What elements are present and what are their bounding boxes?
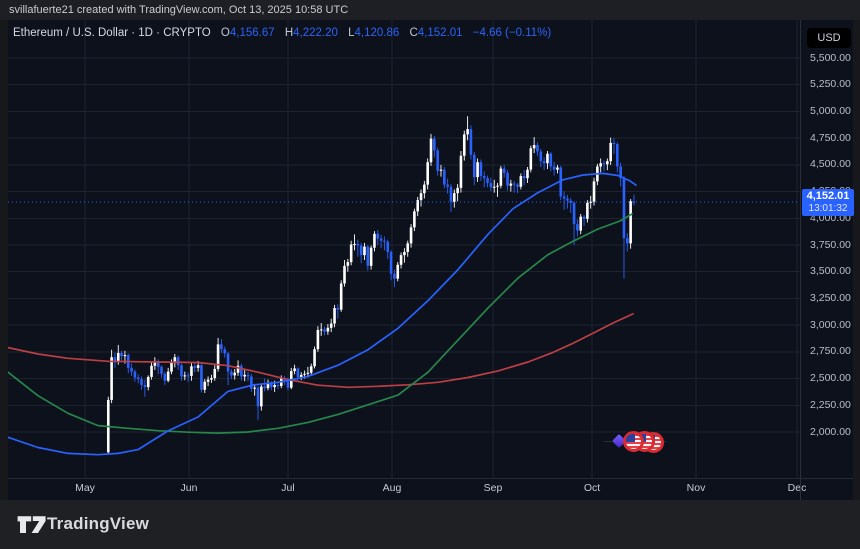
price-tick-label: 2,250.00 bbox=[810, 398, 851, 411]
candlestick-chart[interactable] bbox=[8, 20, 800, 500]
price-tick-label: 3,750.00 bbox=[810, 238, 851, 251]
price-tick-label: 3,250.00 bbox=[810, 291, 851, 304]
time-axis[interactable]: May Jun Jul Aug Sep Oct Nov Dec bbox=[8, 478, 806, 500]
high-value: 4,222.20 bbox=[293, 27, 338, 39]
last-price-value: 4,152.01 bbox=[806, 190, 850, 203]
month-tick-label: Sep bbox=[483, 482, 503, 494]
us-flag-icon bbox=[623, 431, 644, 452]
price-tick-label: 2,750.00 bbox=[810, 345, 851, 358]
chart-widget: Ethereum / U.S. Dollar · 1D · CRYPTO O4,… bbox=[8, 20, 854, 500]
tradingview-logo-icon[interactable] bbox=[16, 513, 48, 537]
symbol-meta: · 1D · CRYPTO bbox=[131, 27, 211, 39]
change-value: −4.66 (−0.11%) bbox=[472, 27, 552, 39]
low-label: L bbox=[348, 27, 355, 39]
month-tick-label: May bbox=[75, 482, 95, 494]
footer-bar: TradingView bbox=[0, 500, 860, 549]
price-tick-label: 4,500.00 bbox=[810, 158, 851, 171]
month-tick-label: Jul bbox=[281, 482, 295, 494]
price-tick-label: 3,500.00 bbox=[810, 265, 851, 278]
month-tick-label: Aug bbox=[382, 482, 402, 494]
price-tick-label: 2,000.00 bbox=[810, 425, 851, 438]
bar-countdown: 13:01:32 bbox=[808, 203, 848, 215]
symbol-legend: Ethereum / U.S. Dollar · 1D · CRYPTO O4,… bbox=[13, 27, 551, 39]
close-value: 4,152.01 bbox=[417, 27, 463, 39]
month-tick-label: Jun bbox=[180, 482, 198, 494]
close-label: C bbox=[409, 27, 418, 39]
month-tick-label: Nov bbox=[686, 482, 706, 494]
attribution-bar: svillafuerte21 created with TradingView.… bbox=[0, 0, 860, 20]
time-axis-corner bbox=[800, 478, 853, 500]
price-tick-label: 5,500.00 bbox=[810, 51, 851, 64]
month-tick-label: Oct bbox=[583, 482, 601, 494]
high-label: H bbox=[284, 27, 294, 39]
us-flag-sticker-cluster[interactable] bbox=[604, 427, 666, 457]
attribution-text: svillafuerte21 created with TradingView.… bbox=[9, 4, 349, 16]
symbol-title[interactable]: Ethereum / U.S. Dollar bbox=[13, 27, 129, 39]
low-value: 4,120.86 bbox=[354, 27, 400, 39]
price-tick-label: 5,250.00 bbox=[810, 78, 851, 91]
month-tick-label: Dec bbox=[787, 482, 807, 494]
currency-unit-button[interactable]: USD bbox=[807, 28, 851, 48]
open-value: 4,156.67 bbox=[229, 27, 275, 39]
last-price-label: 4,152.01 13:01:32 bbox=[802, 189, 854, 217]
price-tick-label: 2,500.00 bbox=[810, 372, 851, 385]
tradingview-brand-text[interactable]: TradingView bbox=[47, 514, 150, 533]
price-axis[interactable]: USD 5,500.00 5,250.00 5,000.00 4,750.00 4,50… bbox=[800, 20, 854, 500]
open-label: O bbox=[220, 27, 230, 39]
price-tick-label: 3,000.00 bbox=[810, 318, 851, 331]
price-tick-label: 4,750.00 bbox=[810, 131, 851, 144]
price-tick-label: 5,000.00 bbox=[810, 104, 851, 117]
